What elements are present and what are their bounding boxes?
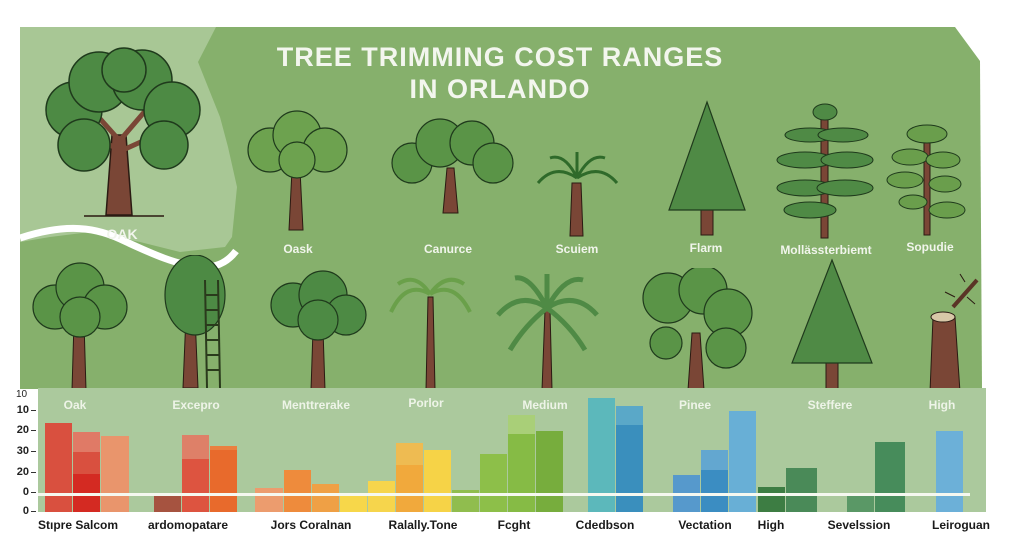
tree-icon-canurce <box>391 118 514 214</box>
featured-oak-tree-icon <box>45 47 201 217</box>
band-label: Porlor <box>408 396 444 410</box>
tree-label: Sopudie <box>906 240 954 254</box>
category-label: Jors Coralnan <box>270 518 352 532</box>
band-label: Medium <box>522 398 568 412</box>
tree-label: Mollässterbiemt <box>780 243 872 257</box>
category-label: Cdedbson <box>575 518 635 532</box>
baseline-zero-line <box>38 493 970 496</box>
band-label: Steffere <box>807 398 853 412</box>
tree-label: Canurce <box>423 242 473 256</box>
y-tick: 0 <box>6 505 36 517</box>
y-tick: 10 <box>6 404 36 416</box>
tree-icon-oak <box>32 262 128 391</box>
featured-tree-label: OAK <box>106 226 138 242</box>
band-label: Oak <box>63 398 87 412</box>
palm-tree-icon <box>536 152 619 237</box>
pine-tree-icon <box>776 103 874 239</box>
band-label: Excepro <box>172 398 220 412</box>
title-line-1: TREE TRIMMING COST RANGES <box>276 42 724 72</box>
y-tick: 20 <box>6 424 36 436</box>
tree-label: Flarm <box>689 241 723 255</box>
category-label: Ralally.Tone <box>388 518 458 532</box>
conifer-tree-icon <box>791 258 873 392</box>
palm-tree-icon <box>389 277 472 391</box>
tree-with-ladder-icon <box>164 255 226 389</box>
y-tick-label: 10 <box>16 404 29 416</box>
chart-plot-area <box>38 388 986 512</box>
y-tick-label: 20 <box>16 424 29 436</box>
conifer-tree-icon <box>668 100 746 236</box>
title-line-2: IN ORLANDO <box>409 74 591 104</box>
category-label: Stıpre Salcom <box>37 518 119 532</box>
y-tick-label: 20 <box>16 466 29 478</box>
band-label: Menttrerake <box>281 398 351 412</box>
tree-label: Oask <box>283 242 313 256</box>
y-tick: 30 <box>6 445 36 457</box>
tree-icon-oask <box>247 110 348 231</box>
y-tick: 20 <box>6 466 36 478</box>
tree-icon-menttrerake <box>270 270 367 391</box>
y-tick-label: 0 <box>22 486 29 498</box>
y-tick-label: 0 <box>22 505 29 517</box>
stump-and-saw-icon <box>929 273 979 393</box>
category-label: ardomopatare <box>147 518 229 532</box>
y-tick-label: 30 <box>16 445 29 457</box>
category-label: High <box>757 518 785 532</box>
category-label: Leiroguan <box>931 518 990 532</box>
category-label: Sevelssion <box>827 518 891 532</box>
palm-tree-icon <box>496 274 599 391</box>
category-label: Vectation <box>678 518 732 532</box>
tree-label: Scuiem <box>555 242 599 256</box>
y-tick: 0 <box>6 486 36 498</box>
category-label: Fcght <box>497 518 531 532</box>
y-tick-label: 10 <box>16 389 28 400</box>
tree-icon-pinee <box>642 268 753 391</box>
bar-series <box>45 398 963 512</box>
page-title: TREE TRIMMING COST RANGES IN ORLANDO <box>220 41 780 105</box>
bonsai-pine-icon <box>886 124 966 236</box>
band-label: Pinee <box>678 398 711 412</box>
band-label: High <box>928 398 956 412</box>
